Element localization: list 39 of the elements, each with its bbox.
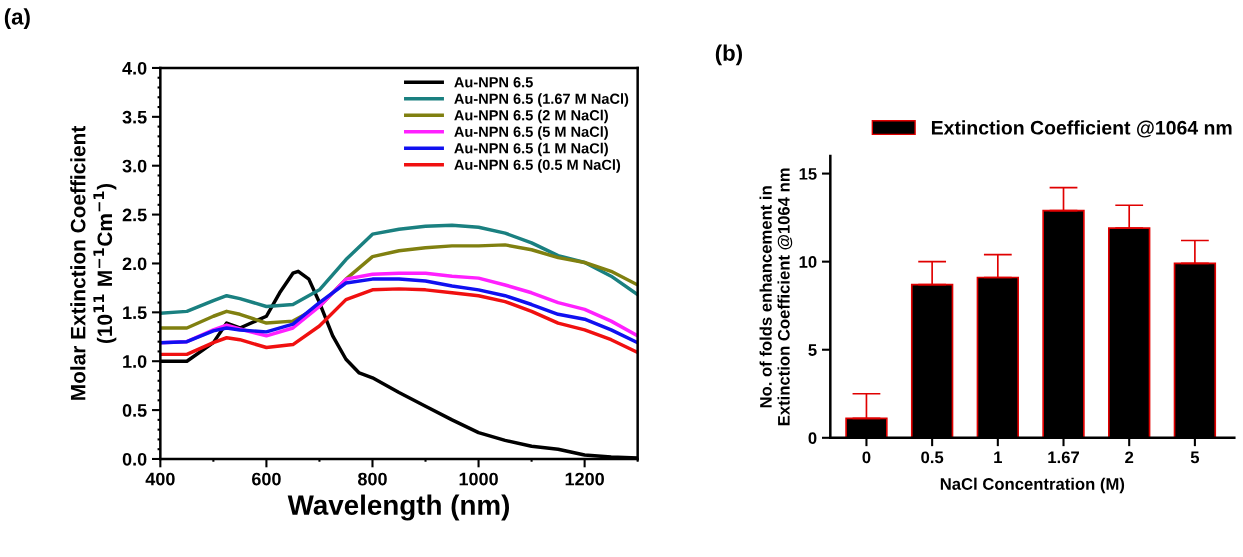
legend-label: Au-NPN 6.5 (1 M NaCl): [454, 142, 608, 157]
x-tick-label: 0.5: [921, 451, 944, 464]
legend-label: Au-NPN 6.5: [454, 77, 533, 88]
x-axis-title: Wavelength (nm): [287, 494, 509, 521]
legend-label: Au-NPN 6.5 (2 M NaCl): [454, 109, 608, 124]
x-tick-label: 0: [862, 451, 871, 464]
legend-label: Extinction Coefficient @1064 nm: [931, 120, 1232, 138]
legend-label: Au-NPN 6.5 (1.67 M NaCl): [454, 93, 629, 107]
x-tick-label: 1200: [565, 472, 604, 486]
y-tick-label: 4.0: [122, 61, 147, 75]
x-tick-label: 2: [1125, 451, 1134, 464]
x-tick-label: 1000: [459, 472, 498, 486]
y-axis-title: Molar Extinction Coefficient (10$^{11}$ M$^{−1}$Cm$^{−1}$): [70, 125, 117, 400]
y-tick-label: 0: [808, 432, 817, 445]
text: (a): [4, 8, 30, 30]
text: (b): [715, 44, 742, 66]
legend-label: Au-NPN 6.5 (0.5 M NaCl): [454, 159, 621, 173]
x-tick-label: 1.67: [1048, 451, 1079, 464]
x-tick-label: 1: [994, 451, 1002, 464]
y-axis-title: No. of folds enhancement in Extinction Coefficient @1064 nm: [759, 168, 793, 426]
y-tick-label: 5: [808, 344, 817, 356]
y-tick-label: 0.0: [122, 452, 147, 466]
y-tick-label: 1.5: [123, 306, 147, 320]
x-axis-title: NaCl Concentration (M): [940, 477, 1125, 494]
y-tick-label: 3.5: [122, 110, 147, 124]
y-tick-label: 15: [799, 168, 817, 180]
x-tick-label: 600: [252, 472, 281, 486]
line-series: [160, 223, 638, 316]
x-tick-label: 800: [358, 472, 387, 486]
x-tick-label: 400: [145, 472, 175, 486]
y-tick-label: 1.0: [123, 355, 147, 368]
legend-label: Au-NPN 6.5 (5 M NaCl): [454, 126, 608, 140]
y-tick-label: 2.0: [122, 257, 147, 271]
y-tick-label: 0.5: [122, 404, 147, 417]
x-tick-label: 5: [1190, 451, 1200, 464]
y-tick-label: 3.0: [122, 159, 147, 173]
y-tick-label: 10: [799, 256, 817, 268]
line-series: [160, 287, 638, 357]
y-tick-label: 2.5: [122, 208, 147, 222]
